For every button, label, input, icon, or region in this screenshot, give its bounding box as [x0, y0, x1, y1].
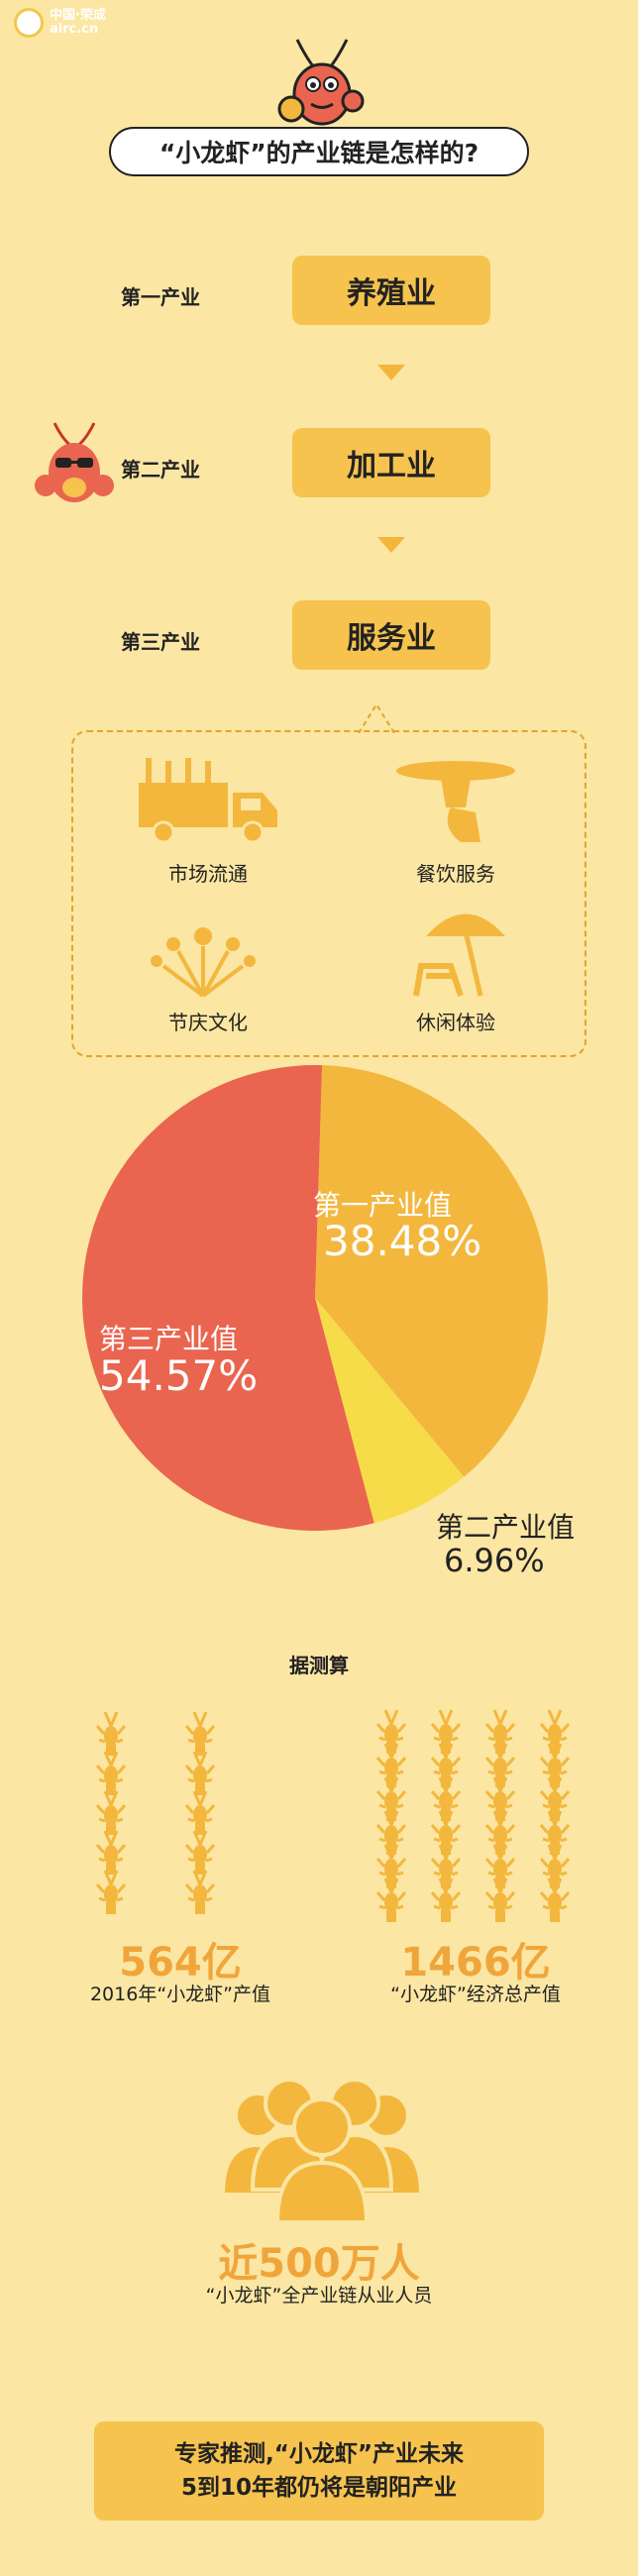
lobster-icon [95, 1870, 127, 1914]
lobster-icon [375, 1810, 407, 1855]
lobster-icon [484, 1776, 516, 1821]
slice-pct-primary: 38.48% [323, 1217, 482, 1265]
beach-umbrella-icon [413, 913, 505, 997]
lobster-icon [430, 1844, 462, 1888]
lobster-icon [184, 1870, 216, 1914]
truck-icon [139, 758, 277, 844]
dining-tray-icon [396, 761, 515, 842]
lobster-icon [430, 1743, 462, 1787]
lobster-icon [539, 1878, 571, 1922]
lobster-sunglasses-icon [35, 422, 114, 502]
service-label-3: 节庆文化 [168, 1011, 248, 1034]
lobster-icon [375, 1844, 407, 1888]
pie-slice-primary [315, 1065, 548, 1477]
service-label-4: 休闲体验 [416, 1011, 495, 1034]
service-label-2: 餐饮服务 [416, 862, 495, 886]
lobster-icon [484, 1878, 516, 1922]
arrow-down-icon [377, 365, 405, 380]
lobster-icon [375, 1709, 407, 1754]
lobster-icon [539, 1776, 571, 1821]
callout-pointer-icon [358, 702, 395, 733]
employment-desc: “小龙虾”全产业链从业人员 [205, 2285, 433, 2307]
service-label-1: 市场流通 [168, 862, 248, 886]
slice-label-primary: 第一产业值 [313, 1189, 453, 1222]
level-box-1: 养殖业 [292, 256, 490, 325]
lobster-icon [539, 1743, 571, 1787]
lobster-icon [184, 1711, 216, 1756]
slice-label-tertiary: 第三产业值 [99, 1323, 239, 1355]
pie-slice-tertiary [81, 1065, 374, 1531]
conclusion-line1: 专家推测,“小龙虾”产业未来 [174, 2441, 464, 2467]
slice-label-secondary: 第二产业值 [436, 1511, 576, 1544]
lobster-icon [375, 1878, 407, 1922]
level-label-1: 第一产业 [121, 285, 200, 309]
lobster-icon [484, 1844, 516, 1888]
page-title: “小龙虾”的产业链是怎样的? [109, 127, 529, 176]
services-panel [71, 730, 586, 1057]
lobster-icon [375, 1743, 407, 1787]
lobster-icon [430, 1709, 462, 1754]
lobster-icon [95, 1751, 127, 1795]
lobster-icon [430, 1776, 462, 1821]
lobster-icon [539, 1810, 571, 1855]
logo-line2: alrc.cn [50, 22, 99, 37]
lobster-icon [95, 1790, 127, 1835]
logo-circle-icon [14, 8, 44, 38]
stat-desc-1: 2016年“小龙虾”产值 [89, 1984, 271, 2005]
stat-desc-2: “小龙虾”经济总产值 [390, 1984, 561, 2005]
slice-pct-secondary: 6.96% [444, 1542, 545, 1579]
lobster-icon [184, 1790, 216, 1835]
level-label-2: 第二产业 [121, 458, 200, 482]
arrow-down-icon [377, 537, 405, 553]
employment-value: 近500万人 [218, 2241, 420, 2287]
crowd-people-icon [220, 2078, 424, 2224]
lobster-icon [484, 1810, 516, 1855]
logo-line1: 中国·荣成 [50, 8, 106, 23]
lobster-icon [539, 1709, 571, 1754]
lobster-icon [184, 1830, 216, 1875]
lobster-icon [484, 1743, 516, 1787]
lobster-icon [184, 1751, 216, 1795]
slice-pct-tertiary: 54.57% [99, 1351, 259, 1400]
conclusion-box: 专家推测,“小龙虾”产业未来 5到10年都仍将是朝阳产业 [94, 2421, 544, 2521]
fireworks-icon [151, 927, 256, 998]
lobster-icon [430, 1878, 462, 1922]
conclusion-line2: 5到10年都仍将是朝阳产业 [180, 2475, 457, 2501]
level-label-3: 第三产业 [121, 630, 200, 654]
level-box-2: 加工业 [292, 428, 490, 497]
lobster-icon [539, 1844, 571, 1888]
stat-value-1: 564亿 [119, 1940, 242, 1986]
lobster-icon [95, 1830, 127, 1875]
watermark-logo: 中国·荣成 alrc.cn [14, 8, 106, 38]
lobster-icon [430, 1810, 462, 1855]
estimate-heading: 据测算 [289, 1654, 349, 1677]
lobster-icon [484, 1709, 516, 1754]
pie-slice-secondary [315, 1298, 465, 1524]
level-box-3: 服务业 [292, 600, 490, 670]
lobster-mascot-icon [277, 39, 365, 126]
lobster-icon [95, 1711, 127, 1756]
stat-value-2: 1466亿 [400, 1940, 551, 1986]
lobster-icon [375, 1776, 407, 1821]
